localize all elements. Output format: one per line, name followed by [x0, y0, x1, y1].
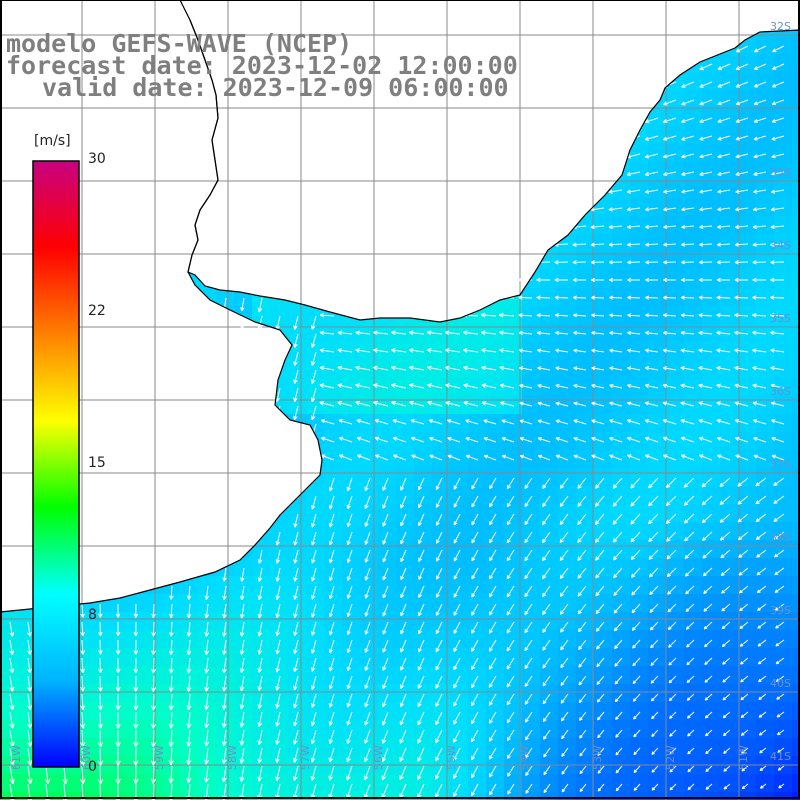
lon-label: 56W	[372, 745, 385, 770]
lon-label: 54W	[518, 745, 531, 770]
coastline	[0, 0, 800, 613]
lon-label: 59W	[153, 745, 166, 770]
colorbar-tick-22: 22	[88, 303, 106, 319]
land-mask	[0, 0, 800, 612]
colorbar-tick-0: 0	[88, 759, 97, 775]
lat-label: 41S	[770, 750, 791, 763]
land-uruguay-brazil	[0, 0, 800, 322]
lat-label: 39S	[770, 604, 791, 617]
colorbar-tick-30: 30	[88, 151, 106, 167]
lon-label: 55W	[445, 745, 458, 770]
colorbar-tick-8: 8	[88, 607, 97, 623]
lat-label: 34S	[770, 239, 791, 252]
land-argentina	[0, 0, 322, 612]
lon-label: 51W	[737, 745, 750, 770]
model-title: modelo GEFS-WAVE (NCEP)	[6, 29, 353, 58]
lat-label: 40S	[770, 677, 791, 690]
lat-label: 37S	[770, 458, 791, 471]
wind-arrows	[9, 45, 785, 800]
lat-label: 36S	[770, 385, 791, 398]
lon-label: 52W	[664, 745, 677, 770]
lon-label: 53W	[591, 745, 604, 770]
forecast-date: forecast date: 2023-12-02 12:00:00	[6, 51, 518, 80]
grid-labels: 61W 60W 59W 58W 57W 56W 55W 54W 53W 52W 51W 32S 33S 3…	[10, 20, 791, 770]
colorbar-tick-15: 15	[88, 455, 106, 471]
lon-label: 58W	[226, 745, 239, 770]
colorbar-unit: [m/s]	[34, 133, 71, 149]
colorbar	[32, 160, 80, 768]
lon-label: 57W	[299, 745, 312, 770]
lat-label: 38S	[770, 531, 791, 544]
lat-label: 35S	[770, 312, 791, 325]
lon-label: 61W	[10, 745, 23, 770]
valid-date: valid date: 2023-12-09 06:00:00	[42, 73, 509, 102]
lat-label: 33S	[770, 166, 791, 179]
lon-label: 60W	[80, 745, 93, 770]
lat-label: 32S	[770, 20, 791, 33]
